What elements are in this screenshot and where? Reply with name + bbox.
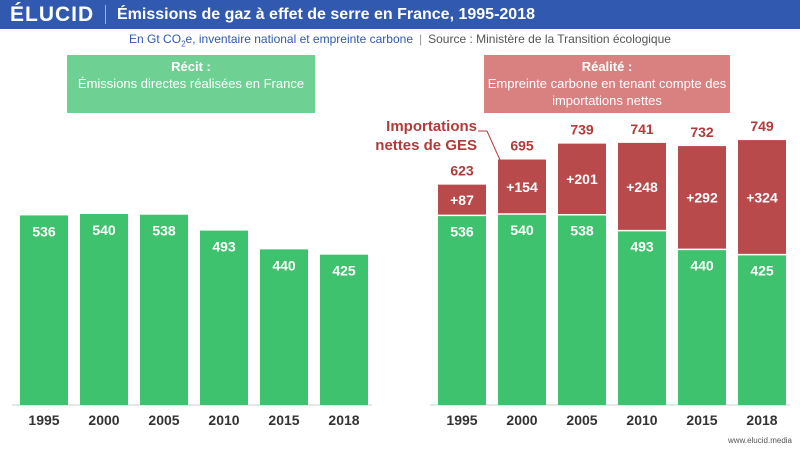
bar-total-2005: 739 — [570, 122, 594, 138]
unit-subscript: 2 — [181, 39, 186, 49]
bar-label-imports-2000: +154 — [506, 179, 538, 195]
bar-label-direct-2000: 540 — [92, 222, 116, 238]
bar-label-footprint-direct-2015: 440 — [690, 257, 714, 273]
recit-heading: Récit : — [171, 59, 211, 74]
bar-direct-1995 — [20, 215, 68, 405]
page-title: Émissions de gaz à effet de serre en Fra… — [117, 6, 535, 23]
recit-text: Émissions directes réalisées en France — [77, 76, 305, 91]
bar-label-imports-2018: +324 — [746, 189, 778, 205]
subtitle-separator: | — [419, 32, 423, 46]
bar-direct-2018 — [320, 254, 368, 405]
bar-direct-2010 — [200, 230, 248, 405]
annotation-leader-line — [478, 130, 501, 161]
x-tick-right-2000: 2000 — [506, 412, 537, 428]
bar-label-footprint-direct-2010: 493 — [630, 239, 654, 255]
bar-total-2015: 732 — [690, 124, 714, 140]
bar-total-1995: 623 — [450, 163, 474, 179]
bar-footprint-direct-2018 — [738, 254, 786, 405]
bar-total-2018: 749 — [750, 118, 774, 134]
bar-label-direct-2015: 440 — [272, 257, 296, 273]
bar-label-footprint-direct-1995: 536 — [450, 223, 474, 239]
bar-footprint-direct-2015 — [678, 249, 726, 405]
bar-label-direct-2018: 425 — [332, 263, 356, 279]
bar-footprint-imports-2000 — [498, 159, 546, 214]
bar-label-imports-2010: +248 — [626, 179, 658, 195]
x-tick-left-1995: 1995 — [28, 412, 59, 428]
x-tick-right-2005: 2005 — [566, 412, 597, 428]
recit-box: Récit : Émissions directes réalisées en … — [67, 55, 315, 113]
x-tick-left-2005: 2005 — [148, 412, 179, 428]
bar-label-direct-2005: 538 — [152, 223, 176, 239]
bar-footprint-imports-2018 — [738, 140, 786, 255]
bar-label-direct-2010: 493 — [212, 239, 236, 255]
unit-suffix: e, inventaire national et empreinte carb… — [185, 32, 413, 46]
bar-direct-2000 — [80, 214, 128, 405]
realite-heading: Réalité : — [581, 59, 633, 74]
bar-footprint-imports-2005 — [558, 143, 606, 215]
chart-subtitle: En Gt CO2e, inventaire national et empre… — [0, 32, 800, 49]
x-tick-left-2010: 2010 — [208, 412, 239, 428]
x-tick-left-2015: 2015 — [268, 412, 299, 428]
bar-label-imports-2015: +292 — [686, 190, 718, 206]
x-tick-left-2000: 2000 — [88, 412, 119, 428]
bar-footprint-direct-2005 — [558, 214, 606, 405]
bar-total-2010: 741 — [630, 121, 654, 137]
x-tick-right-1995: 1995 — [446, 412, 477, 428]
right-bar-group: 536 +87 623 1995 540 +154 695 2000 538 +201 739 200… — [430, 118, 790, 428]
footer-url: www.elucid.media — [727, 436, 792, 445]
x-tick-right-2015: 2015 — [686, 412, 717, 428]
bar-label-imports-1995: +87 — [450, 192, 474, 208]
bar-footprint-imports-1995 — [438, 184, 486, 216]
left-bar-group: 536 1995 540 2000 538 2005 493 2010 440 2015 425 20… — [12, 214, 372, 428]
bar-total-2000: 695 — [510, 138, 534, 154]
header-bar: ÉLUCID Émissions de gaz à effet de serre… — [0, 0, 800, 29]
bar-label-footprint-direct-2018: 425 — [750, 263, 774, 279]
realite-box: Réalité : Empreinte carbone en tenant co… — [484, 55, 730, 113]
bar-footprint-direct-2000 — [498, 214, 546, 405]
realite-text: Empreinte carbone en tenant compte des i… — [487, 76, 727, 108]
bar-label-footprint-direct-2000: 540 — [510, 222, 534, 238]
x-tick-right-2010: 2010 — [626, 412, 657, 428]
unit-prefix: En Gt CO — [129, 32, 182, 46]
bar-label-imports-2005: +201 — [566, 171, 598, 187]
bar-footprint-direct-2010 — [618, 230, 666, 405]
bar-label-footprint-direct-2005: 538 — [570, 223, 594, 239]
bar-footprint-direct-1995 — [438, 215, 486, 405]
header-divider — [105, 5, 106, 24]
x-tick-right-2018: 2018 — [746, 412, 777, 428]
x-tick-left-2018: 2018 — [328, 412, 359, 428]
bar-direct-2015 — [260, 249, 308, 405]
bar-label-direct-1995: 536 — [32, 223, 56, 239]
bar-direct-2005 — [140, 214, 188, 405]
elucid-logo: ÉLUCID — [10, 3, 95, 26]
bar-footprint-imports-2015 — [678, 146, 726, 250]
imports-annotation: Importations nettes de GES — [375, 118, 477, 154]
source-note: Source : Ministère de la Transition écol… — [428, 32, 671, 46]
bar-footprint-imports-2010 — [618, 142, 666, 231]
